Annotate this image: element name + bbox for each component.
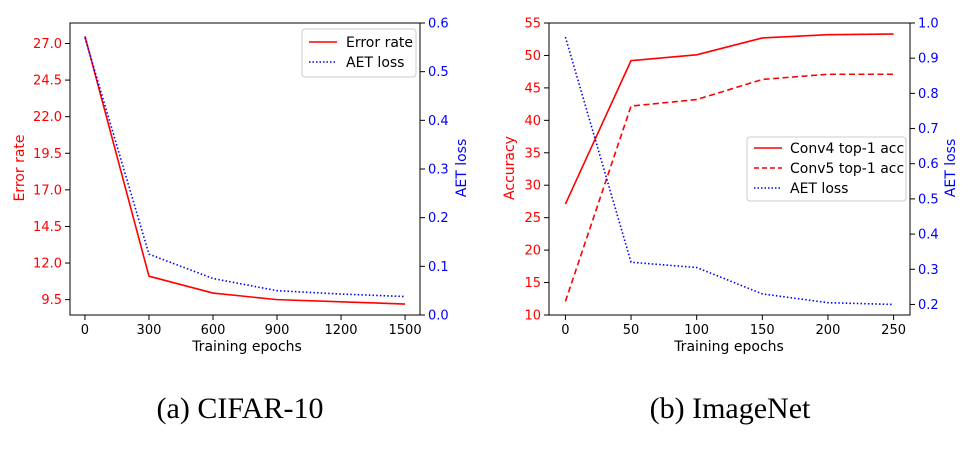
cifar-ticks: 0 300 600 900 1200 1500 9.5 12.0 14.5 17.0 19.5 22.… (33, 17, 449, 339)
y-right-tick-label: 0.3 (428, 163, 449, 178)
series-line-conv5-top-1-acc (564, 73, 894, 302)
x-tick-label: 250 (881, 323, 906, 338)
imagenet-legend-label-conv5: Conv5 top-1 acc (790, 161, 904, 177)
y-left-tick-label: 27.0 (33, 37, 62, 52)
cifar-series (84, 35, 406, 305)
y-right-tick-label: 1.0 (918, 17, 939, 32)
x-tick-label: 0 (81, 323, 89, 338)
y-left-tick-label: 25 (524, 211, 541, 226)
series-line-aet-loss (84, 37, 406, 298)
cifar-xlabel: Training epochs (191, 339, 302, 355)
imagenet-legend-label-conv4: Conv4 top-1 acc (790, 141, 904, 157)
y-right-tick-label: 0.4 (918, 228, 939, 243)
cifar-ylabel-left: Error rate (12, 134, 28, 201)
y-right-tick-label: 0.5 (428, 65, 449, 80)
y-left-tick-label: 15 (524, 276, 541, 291)
x-tick-label: 1500 (389, 323, 422, 338)
y-left-tick-label: 22.0 (33, 110, 62, 125)
cifar-legend-box (301, 28, 417, 78)
y-left-tick-label: 19.5 (33, 147, 62, 162)
imagenet-ylabel-right: AET loss (943, 139, 959, 197)
cifar-legend: Error rate AET loss (301, 28, 417, 78)
series-line-aet-loss (564, 36, 894, 306)
imagenet-ylabel-left: Accuracy (502, 136, 518, 200)
y-left-tick-label: 35 (524, 146, 541, 161)
y-left-tick-label: 10 (524, 309, 541, 324)
imagenet-series (564, 33, 894, 306)
y-left-tick-label: 24.5 (33, 74, 62, 89)
panel-imagenet: 0 50 100 150 200 250 10 15 20 25 30 35 40 45 50 55 0.2 0.… (502, 17, 959, 426)
imagenet-legend-label-aet: AET loss (790, 181, 848, 197)
y-right-tick-label: 0.6 (918, 157, 939, 172)
imagenet-legend-box (746, 136, 907, 202)
x-tick-label: 150 (750, 323, 775, 338)
series-line-conv4-top-1-acc (564, 33, 894, 205)
imagenet-axes-frame (548, 22, 911, 316)
y-right-tick-label: 0.6 (428, 17, 449, 32)
x-tick-label: 0 (561, 323, 569, 338)
x-tick-label: 1200 (324, 323, 357, 338)
y-right-tick-label: 0.5 (918, 192, 939, 207)
imagenet-legend: Conv4 top-1 acc Conv5 top-1 acc AET loss (746, 136, 907, 202)
y-left-tick-label: 12.0 (33, 257, 62, 272)
imagenet-xlabel: Training epochs (673, 339, 784, 355)
y-right-tick-label: 0.4 (428, 114, 449, 129)
y-left-tick-label: 17.0 (33, 183, 62, 198)
y-right-tick-label: 0.2 (428, 211, 449, 226)
imagenet-caption: (b) ImageNet (650, 392, 811, 425)
y-right-tick-label: 0.7 (918, 122, 939, 137)
y-right-tick-label: 0.9 (918, 52, 939, 67)
y-left-tick-label: 45 (524, 81, 541, 96)
cifar-ylabel-right: AET loss (454, 139, 470, 197)
y-right-tick-label: 0.3 (918, 263, 939, 278)
y-left-tick-label: 20 (524, 244, 541, 259)
x-tick-label: 900 (265, 323, 290, 338)
y-left-tick-label: 30 (524, 179, 541, 194)
y-right-tick-label: 0.0 (428, 309, 449, 324)
y-left-tick-label: 40 (524, 114, 541, 129)
y-left-tick-label: 14.5 (33, 220, 62, 235)
cifar-legend-label-error: Error rate (346, 35, 413, 51)
x-tick-label: 600 (201, 323, 226, 338)
x-tick-label: 300 (137, 323, 162, 338)
y-right-tick-label: 0.2 (918, 298, 939, 313)
series-line-error-rate (84, 35, 406, 305)
cifar-legend-label-aet: AET loss (346, 55, 404, 71)
panel-cifar10: 0 300 600 900 1200 1500 9.5 12.0 14.5 17.0 19.5 22.… (12, 17, 470, 426)
y-left-tick-label: 55 (524, 17, 541, 32)
imagenet-ticks: 0 50 100 150 200 250 10 15 20 25 30 35 40 45 50 55 0.2 0.… (524, 17, 938, 339)
cifar-caption: (a) CIFAR-10 (157, 392, 324, 425)
y-left-tick-label: 9.5 (41, 293, 62, 308)
x-tick-label: 100 (684, 323, 709, 338)
x-tick-label: 200 (816, 323, 841, 338)
y-right-tick-label: 0.1 (428, 260, 449, 275)
y-right-tick-label: 0.8 (918, 87, 939, 102)
y-left-tick-label: 50 (524, 49, 541, 64)
x-tick-label: 50 (623, 323, 640, 338)
